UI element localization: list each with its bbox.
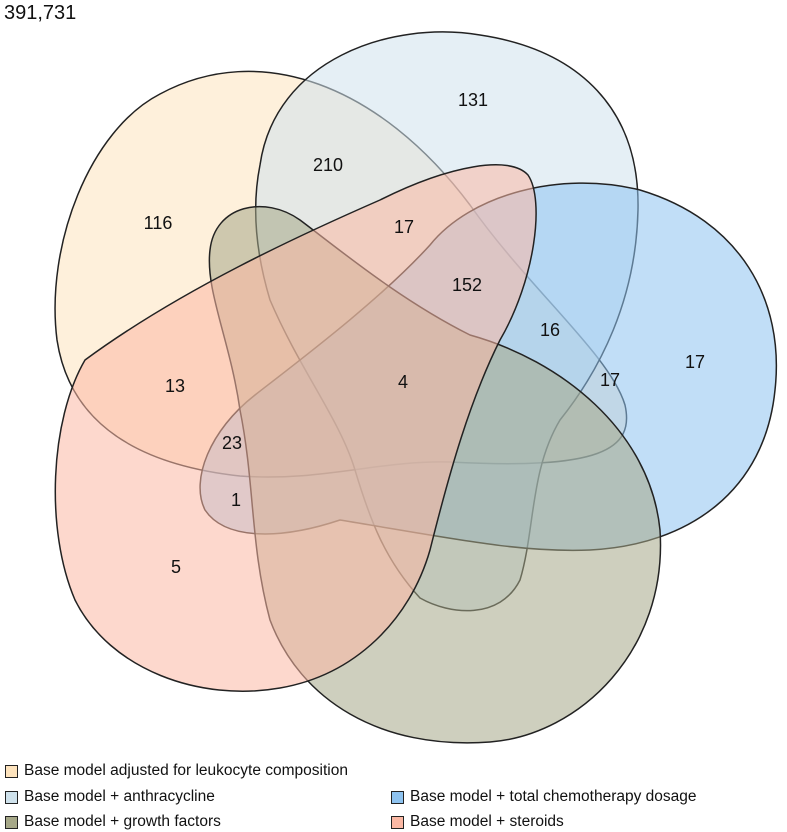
region-label-1: 1 [231,490,241,510]
region-label-152: 152 [452,275,482,295]
region-label-16: 16 [540,320,560,340]
region-label-17-right: 17 [600,370,620,390]
region-label-17-top: 17 [394,217,414,237]
total-count: 391,731 [4,2,77,24]
region-label-23: 23 [222,433,242,453]
region-label-steroids-only: 5 [171,557,181,577]
region-label-chemo-only: 17 [685,352,705,372]
region-label-leukocyte-anthracycline: 210 [313,155,343,175]
region-label-leukocyte-only: 116 [144,213,173,233]
set-steroids-shape [54,164,537,692]
region-label-center-4: 4 [398,372,408,392]
region-label-anthracycline-only: 131 [458,90,488,110]
region-label-13: 13 [165,376,185,396]
